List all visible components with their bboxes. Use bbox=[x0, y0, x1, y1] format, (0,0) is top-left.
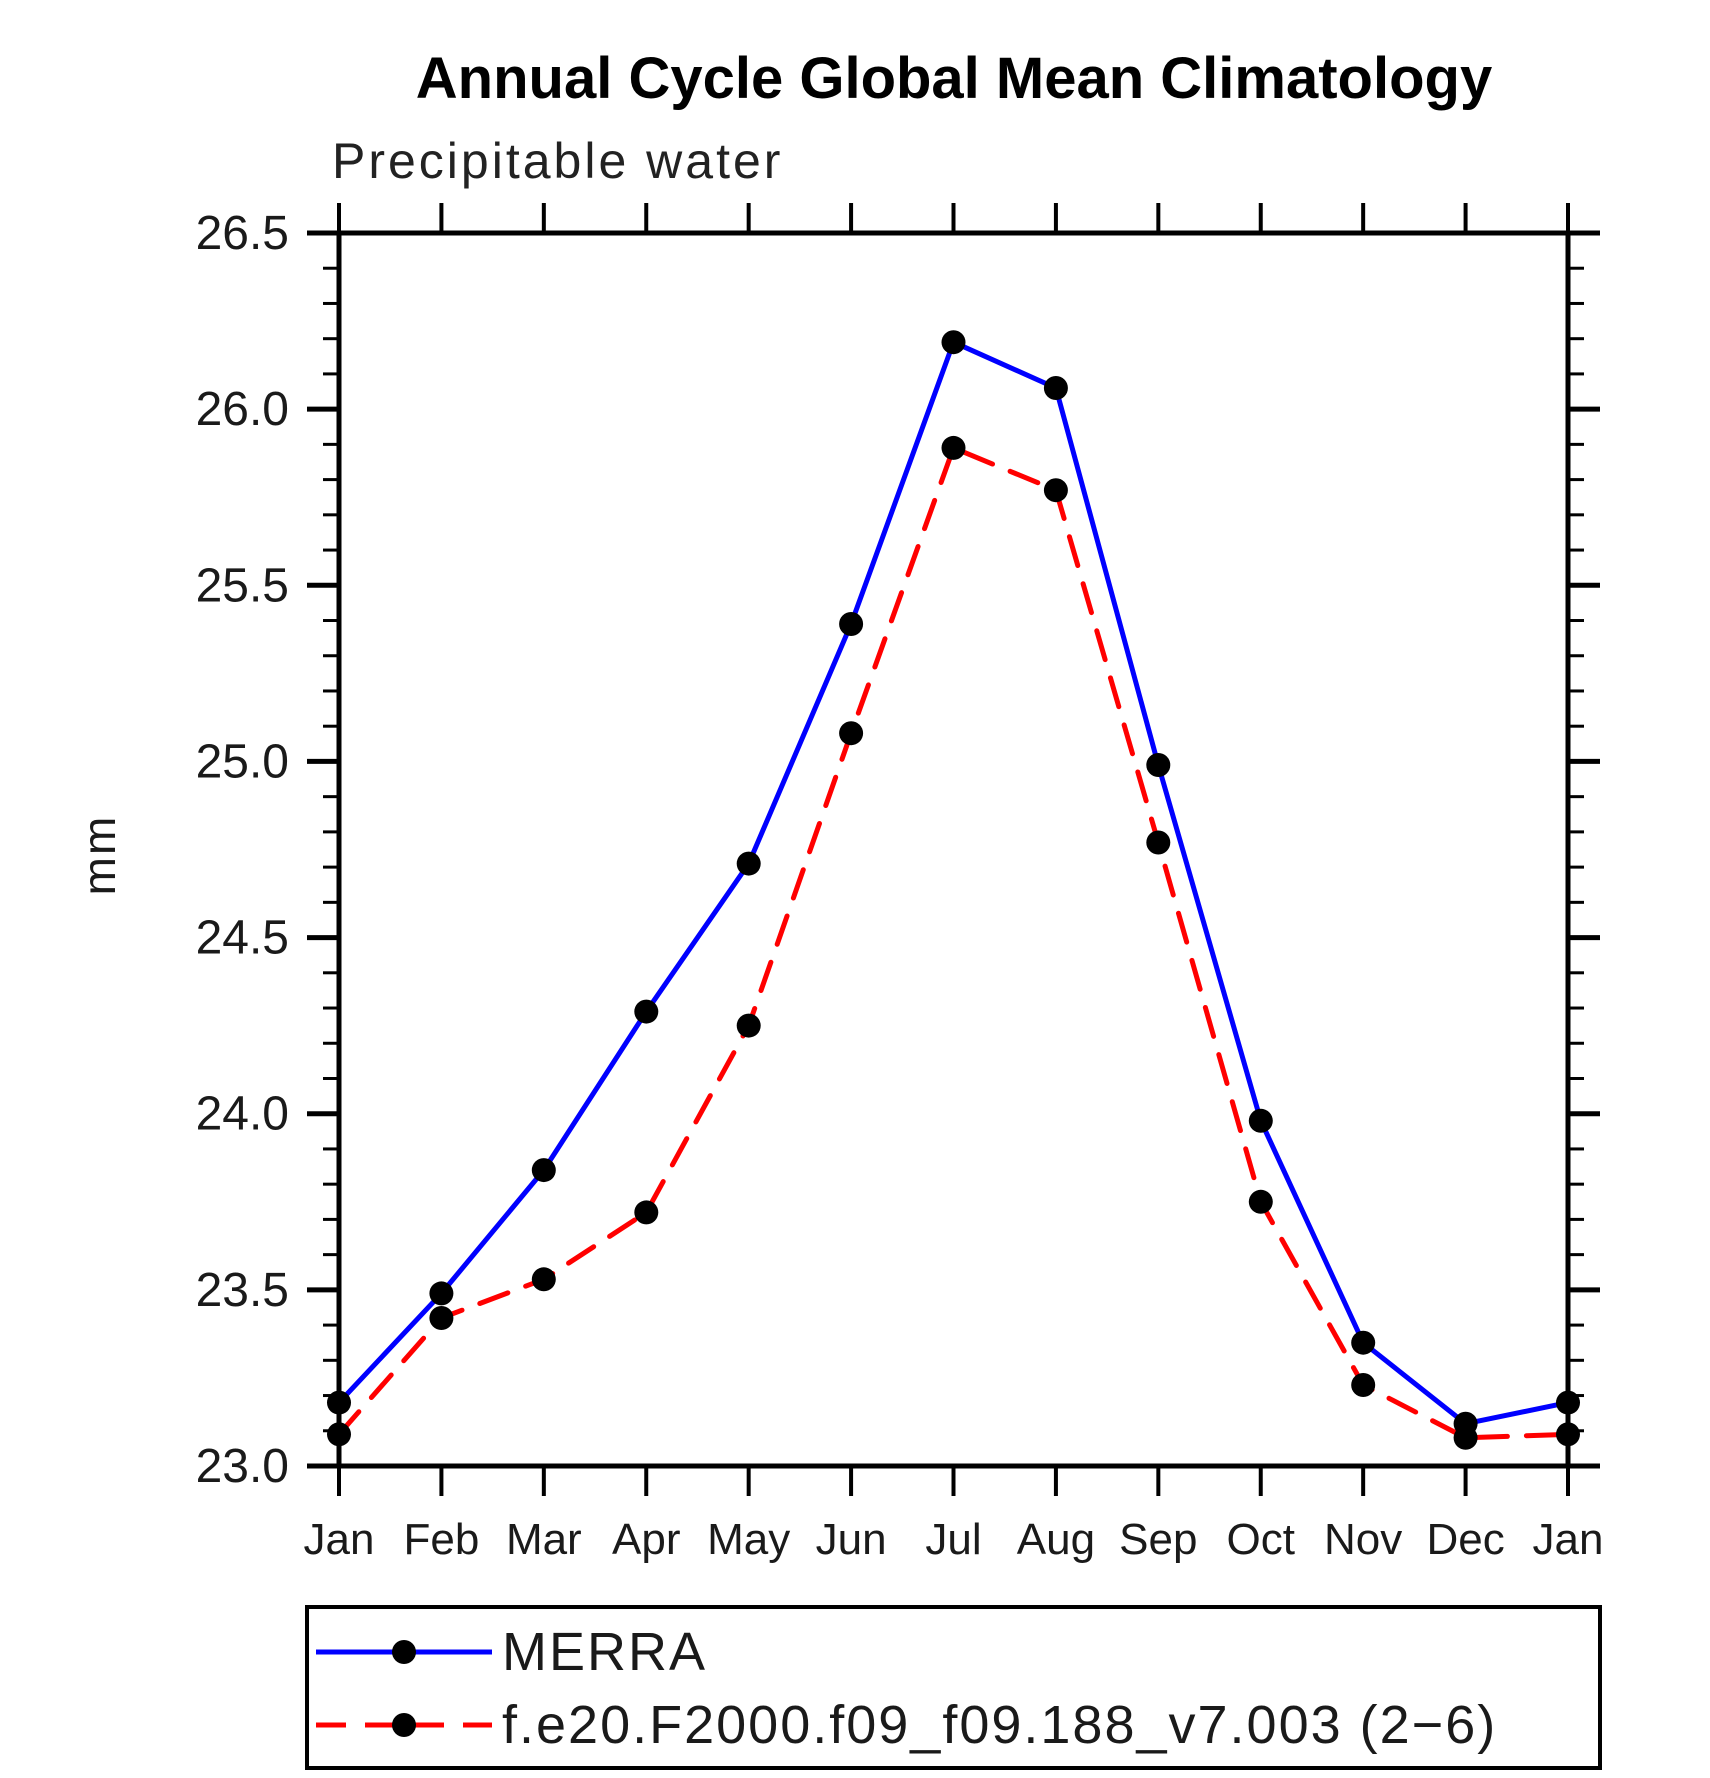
series-line-model bbox=[336, 445, 1571, 1441]
x-tick-label: Oct bbox=[1227, 1515, 1295, 1564]
data-point-model-feb-1 bbox=[429, 1306, 454, 1330]
data-point-merra-nov-10 bbox=[1351, 1330, 1376, 1355]
x-tick-label: Nov bbox=[1324, 1515, 1402, 1564]
data-point-merra-jan-0 bbox=[327, 1390, 351, 1415]
data-point-model-mar-2 bbox=[531, 1267, 556, 1292]
y-tick-label: 26.0 bbox=[196, 383, 289, 436]
data-point-merra-may-4 bbox=[736, 851, 761, 876]
x-tick-label: Sep bbox=[1119, 1515, 1197, 1564]
data-point-merra-feb-1 bbox=[429, 1281, 454, 1306]
x-tick-label: Jan bbox=[304, 1515, 375, 1564]
y-tick-label: 23.5 bbox=[196, 1264, 289, 1317]
y-tick-label: 25.5 bbox=[196, 559, 289, 612]
data-point-merra-sep-8 bbox=[1146, 753, 1171, 777]
y-tick-label: 24.0 bbox=[196, 1088, 289, 1141]
y-tick-label: 24.5 bbox=[196, 912, 289, 965]
series-line-merra bbox=[336, 339, 1571, 1427]
x-tick-label: Aug bbox=[1017, 1515, 1095, 1564]
data-point-merra-aug-7 bbox=[1043, 376, 1068, 400]
x-tick-label: Jun bbox=[816, 1515, 887, 1564]
data-point-model-may-4 bbox=[736, 1013, 761, 1038]
y-axis-label: mm bbox=[73, 815, 125, 896]
data-point-merra-jan-12 bbox=[1556, 1390, 1580, 1415]
data-point-merra-oct-9 bbox=[1248, 1108, 1273, 1133]
data-point-model-jan-0 bbox=[327, 1422, 351, 1447]
y-tick-label: 23.0 bbox=[196, 1440, 289, 1493]
data-point-model-jan-12 bbox=[1556, 1422, 1580, 1447]
x-tick-label: Jul bbox=[925, 1515, 981, 1564]
x-tick-label: Mar bbox=[506, 1515, 582, 1564]
x-tick-label: Feb bbox=[404, 1515, 480, 1564]
y-tick-label: 25.0 bbox=[196, 735, 289, 788]
data-point-model-aug-7 bbox=[1043, 478, 1068, 503]
chart-title: Annual Cycle Global Mean Climatology bbox=[416, 46, 1492, 111]
data-point-merra-jul-6 bbox=[941, 330, 966, 355]
data-point-model-sep-8 bbox=[1146, 830, 1171, 855]
x-tick-label: May bbox=[707, 1515, 790, 1564]
x-tick-label: Apr bbox=[612, 1515, 680, 1564]
data-point-merra-apr-3 bbox=[634, 999, 659, 1024]
legend-marker-model bbox=[392, 1713, 416, 1737]
legend-label-merra: MERRA bbox=[502, 1622, 707, 1682]
legend-box bbox=[305, 1605, 1602, 1770]
y-tick-label: 26.5 bbox=[196, 207, 289, 260]
x-tick-label: Jan bbox=[1533, 1515, 1604, 1564]
legend-marker-merra bbox=[392, 1640, 416, 1664]
data-point-model-apr-3 bbox=[634, 1200, 659, 1225]
data-point-model-oct-9 bbox=[1248, 1189, 1273, 1214]
data-point-merra-jun-5 bbox=[839, 612, 864, 636]
data-point-model-jun-5 bbox=[839, 721, 864, 746]
data-point-model-jul-6 bbox=[941, 435, 966, 460]
data-point-model-nov-10 bbox=[1351, 1373, 1376, 1397]
chart-subtitle: Precipitable water bbox=[332, 133, 783, 189]
x-tick-label: Dec bbox=[1426, 1515, 1504, 1564]
legend-label-model: f.e20.F2000.f09_f09.188_v7.003 (2−6) bbox=[502, 1695, 1497, 1755]
data-point-merra-mar-2 bbox=[531, 1158, 556, 1183]
data-point-model-dec-11 bbox=[1453, 1425, 1478, 1450]
